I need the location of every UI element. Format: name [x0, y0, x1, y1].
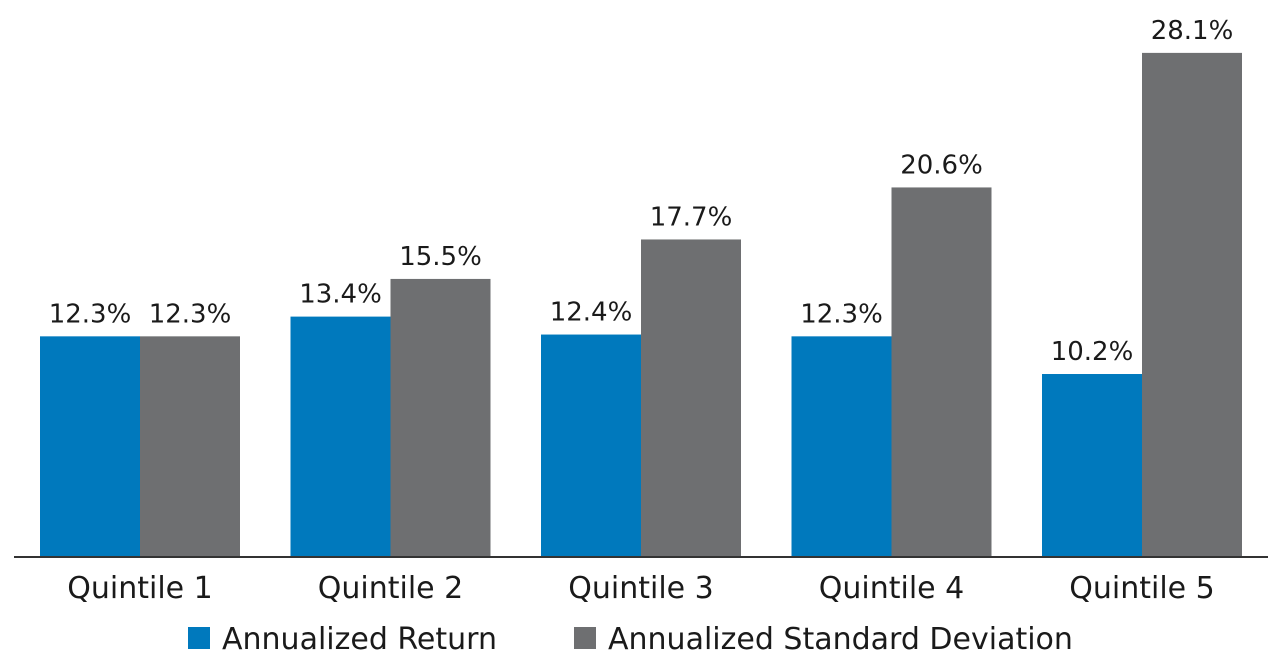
x-tick-label-1: Quintile 1 [67, 571, 213, 606]
data-label-std-dev-5: 28.1% [1151, 16, 1234, 46]
bar-return-4 [791, 336, 892, 557]
data-label-return-3: 12.4% [550, 298, 633, 328]
x-tick-label-3: Quintile 3 [568, 571, 714, 606]
data-label-return-1: 12.3% [49, 299, 132, 329]
bar-std-dev-4 [891, 187, 992, 557]
data-label-return-5: 10.2% [1051, 337, 1134, 367]
data-label-std-dev-3: 17.7% [650, 202, 733, 232]
x-tick-label-2: Quintile 2 [318, 571, 464, 606]
legend: Annualized Return Annualized Standard Dev… [188, 622, 1073, 657]
bar-return-5 [1042, 374, 1142, 557]
legend-swatch-std-dev [574, 627, 596, 649]
bar-std-dev-3 [641, 239, 741, 557]
data-label-std-dev-4: 20.6% [900, 150, 983, 180]
data-label-return-2: 13.4% [299, 280, 382, 310]
bar-std-dev-2 [390, 278, 491, 557]
bar-return-2 [290, 316, 391, 557]
bar-std-dev-1 [140, 336, 240, 557]
x-tick-label-4: Quintile 4 [819, 571, 965, 606]
bar-std-dev-5 [1142, 52, 1242, 558]
data-label-std-dev-1: 12.3% [149, 299, 232, 329]
value-labels-group: 12.3% 12.3% 13.4% 15.5% 12.4% 17.7% 12.3% 20.6%… [49, 16, 1234, 367]
data-label-std-dev-2: 15.5% [399, 242, 482, 272]
legend-label-std-dev: Annualized Standard Deviation [608, 622, 1073, 657]
bar-return-3 [541, 334, 641, 557]
legend-label-return: Annualized Return [222, 622, 497, 657]
x-tick-label-5: Quintile 5 [1069, 571, 1215, 606]
x-tick-labels-group: Quintile 1 Quintile 2 Quintile 3 Quintile 4… [67, 571, 1215, 606]
bars-group [40, 52, 1242, 558]
data-label-return-4: 12.3% [800, 299, 883, 329]
legend-swatch-return [188, 627, 210, 649]
bar-return-1 [40, 336, 140, 557]
